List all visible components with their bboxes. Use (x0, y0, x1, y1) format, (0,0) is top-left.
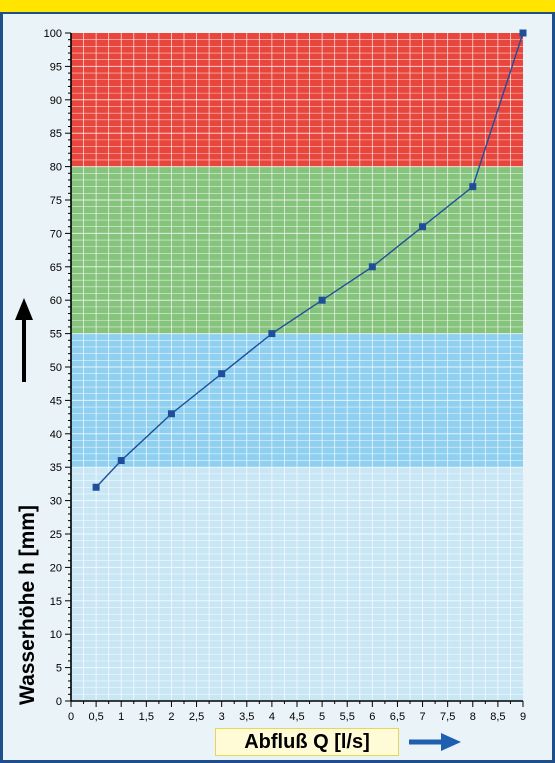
x-tick-label: 6 (369, 711, 375, 723)
y-tick-label: 70 (50, 228, 62, 240)
y-tick-label: 35 (50, 462, 62, 474)
axis-arrows (15, 298, 461, 751)
y-tick-label: 30 (50, 496, 62, 508)
y-axis-label-box: Wasserhöhe h [mm] (8, 455, 48, 755)
x-tick-label: 4,5 (289, 711, 304, 723)
series-line (95, 32, 524, 488)
y-tick-label: 50 (50, 362, 62, 374)
x-axis-arrowhead (441, 733, 461, 751)
data-point (419, 223, 427, 231)
x-tick-label: 5 (319, 711, 325, 723)
data-point (469, 183, 477, 191)
y-tick-label: 75 (50, 195, 62, 207)
x-tick-label: 1,5 (139, 711, 154, 723)
x-ticks: 0 0,5 1 1,5 2 2,5 3 3,5 4 4,5 5 5,5 6 6,5 7 7,5 8 8,5 9 (68, 701, 526, 723)
data-point (117, 457, 125, 465)
x-tick-label: 4 (269, 711, 275, 723)
y-tick-label: 40 (50, 429, 62, 441)
y-tick-label: 25 (50, 529, 62, 541)
data-point (368, 263, 376, 271)
top-strip (0, 0, 555, 14)
grid-lines (71, 33, 523, 701)
data-point (519, 29, 527, 37)
y-tick-label: 100 (44, 28, 62, 40)
data-point (268, 330, 276, 338)
data-point (218, 370, 226, 378)
data-point (167, 410, 175, 418)
y-tick-label: 85 (50, 128, 62, 140)
x-tick-label: 3,5 (239, 711, 254, 723)
x-tick-label: 2 (168, 711, 174, 723)
data-point (92, 483, 100, 491)
x-tick-label: 3 (219, 711, 225, 723)
y-ticks: 0 5 10 15 20 25 30 35 40 45 50 55 60 65 70 75 80 85 90 95 10… (44, 28, 71, 708)
x-tick-label: 9 (520, 711, 526, 723)
y-tick-label: 60 (50, 295, 62, 307)
x-tick-label: 8 (470, 711, 476, 723)
x-tick-label: 2,5 (189, 711, 204, 723)
y-tick-label: 90 (50, 95, 62, 107)
x-axis-label: Abfluß Q [l/s] (215, 728, 399, 756)
y-axis-label: Wasserhöhe h [mm] (16, 505, 39, 705)
y-tick-label: 65 (50, 262, 62, 274)
series-layer (92, 29, 527, 491)
x-tick-label: 7 (419, 711, 425, 723)
y-tick-label: 0 (56, 696, 62, 708)
x-tick-label: 8,5 (490, 711, 505, 723)
y-tick-label: 20 (50, 562, 62, 574)
y-tick-label: 80 (50, 162, 62, 174)
y-tick-label: 10 (50, 629, 62, 641)
y-tick-label: 5 (56, 663, 62, 675)
x-tick-label: 0,5 (88, 711, 103, 723)
x-tick-label: 5,5 (340, 711, 355, 723)
y-tick-label: 95 (50, 61, 62, 73)
y-axis-arrowhead (15, 298, 33, 320)
x-tick-label: 7,5 (440, 711, 455, 723)
x-tick-label: 1 (118, 711, 124, 723)
y-tick-label: 55 (50, 329, 62, 341)
y-tick-label: 15 (50, 596, 62, 608)
x-tick-label: 6,5 (390, 711, 405, 723)
x-tick-label: 0 (68, 711, 74, 723)
y-tick-label: 45 (50, 395, 62, 407)
data-point (318, 296, 326, 304)
